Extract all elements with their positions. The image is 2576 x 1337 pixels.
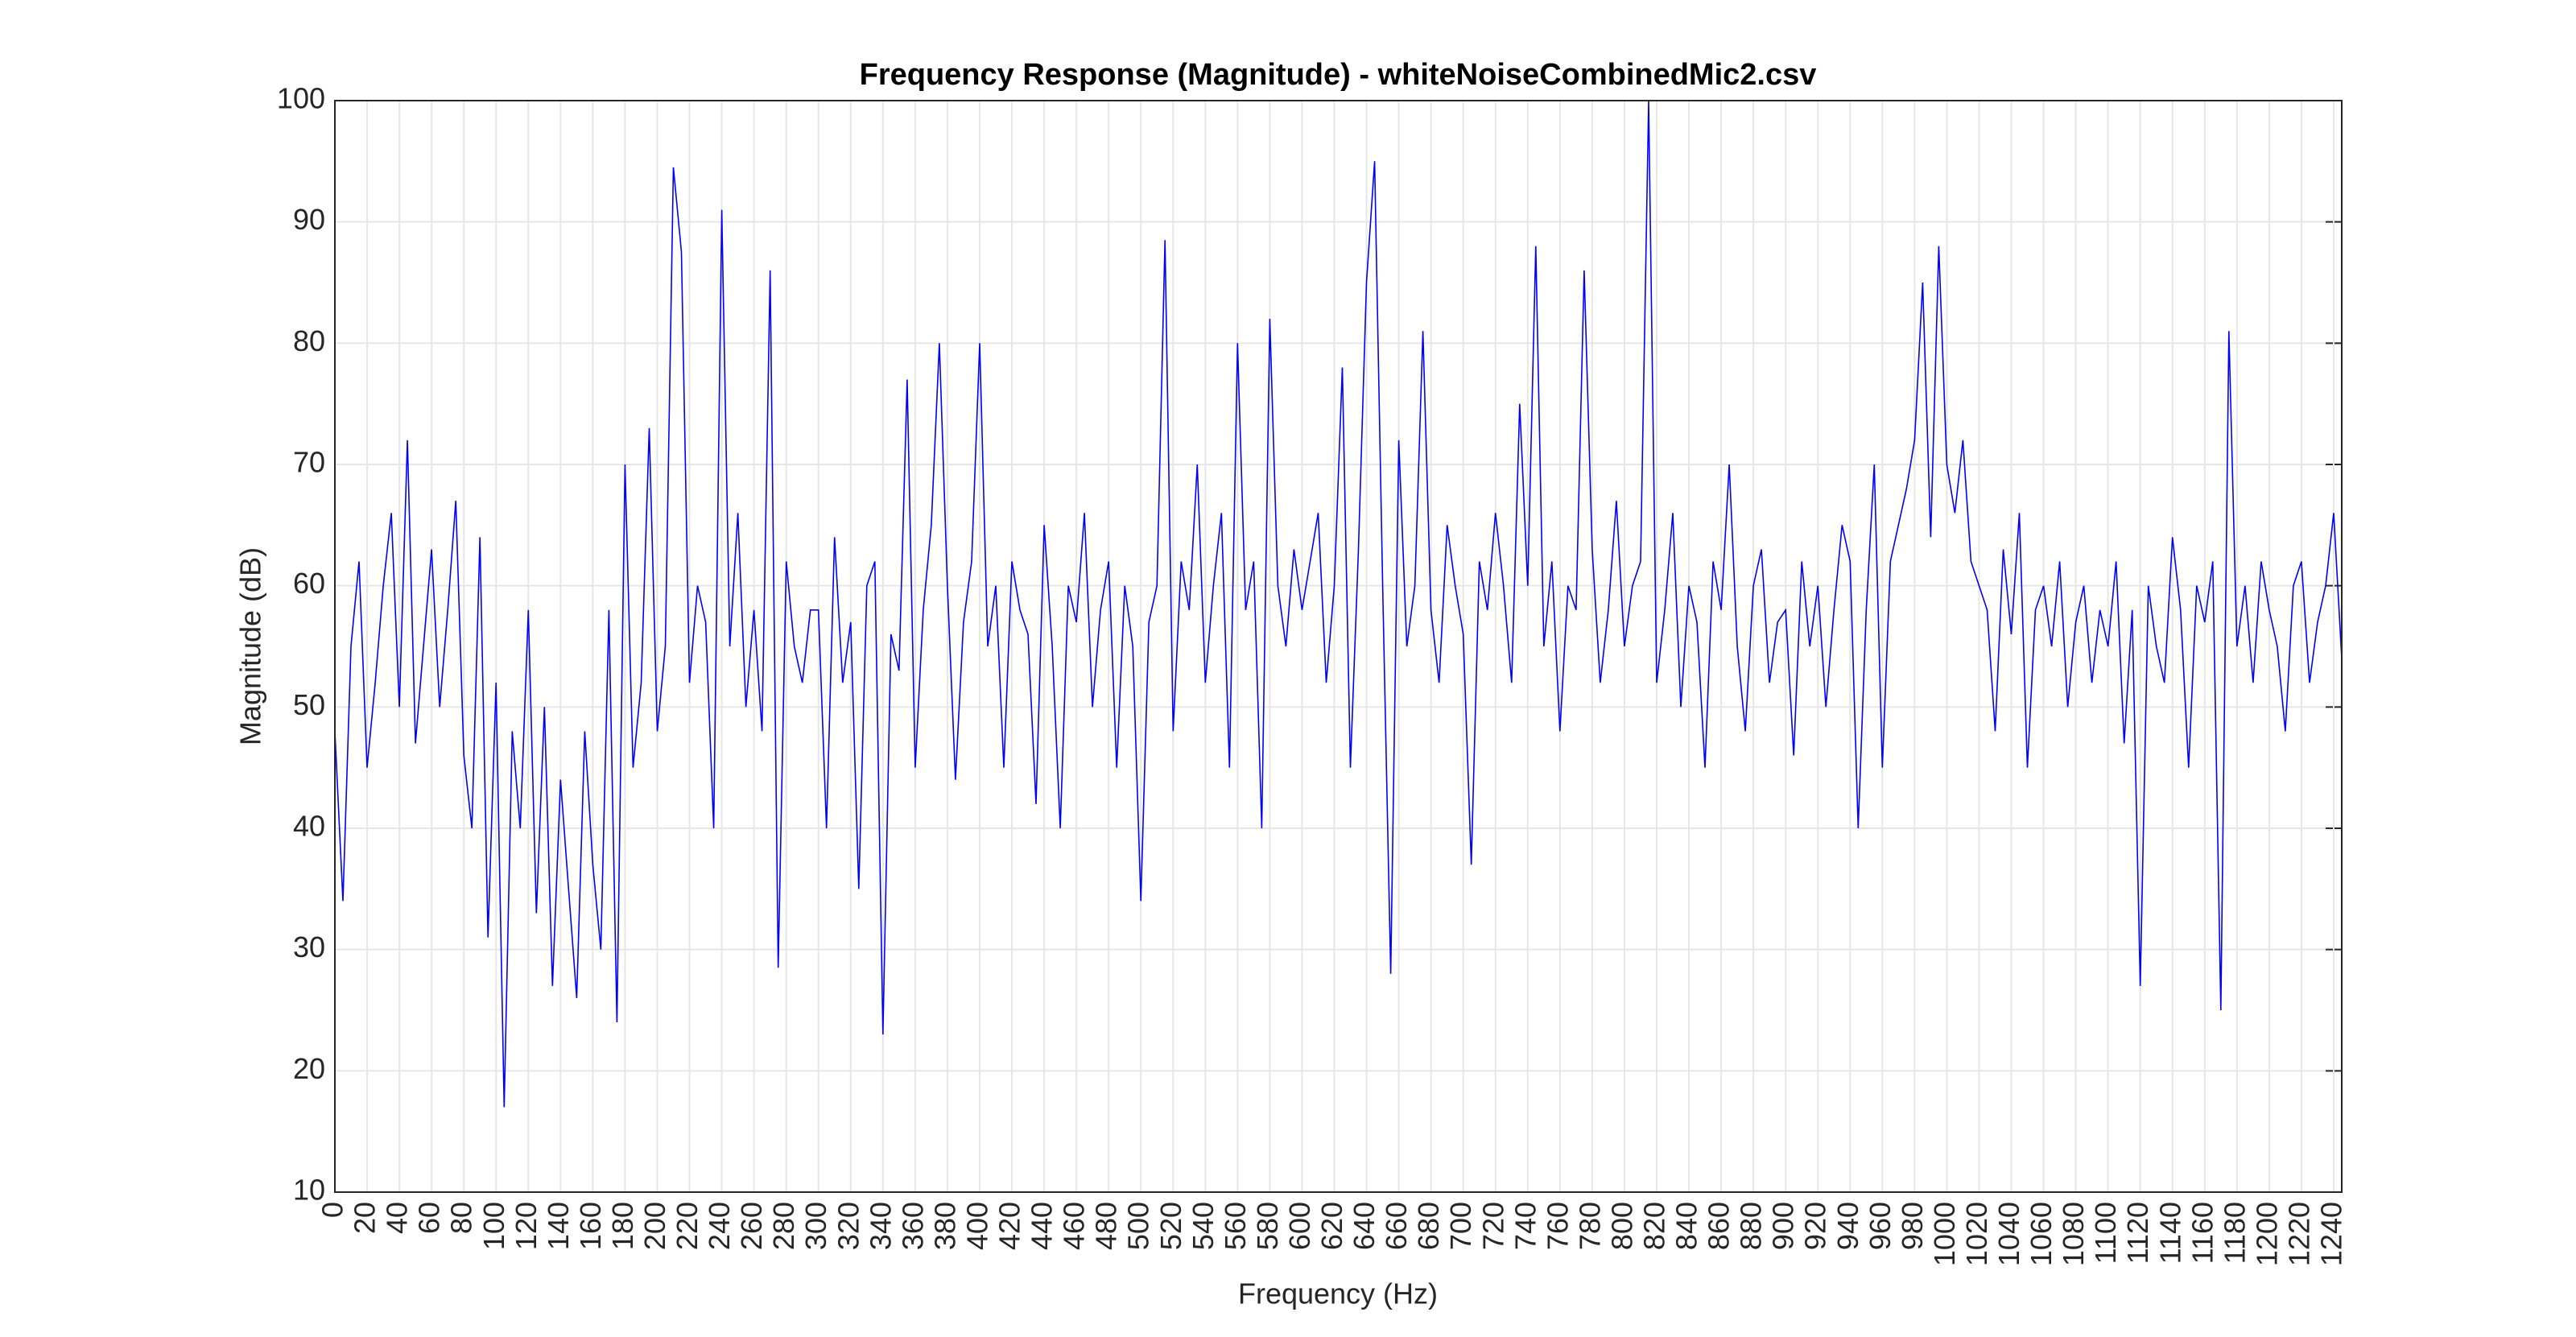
y-axis-label: Magnitude (dB) — [234, 547, 267, 745]
y-tick-label: 90 — [293, 203, 325, 236]
x-tick-label: 1220 — [2282, 1202, 2315, 1266]
x-tick-label: 100 — [477, 1202, 510, 1250]
x-tick-label: 320 — [832, 1202, 865, 1250]
x-tick-label: 440 — [1026, 1202, 1059, 1250]
x-tick-label: 1140 — [2153, 1202, 2186, 1264]
x-tick-label: 220 — [671, 1202, 704, 1250]
x-tick-label: 540 — [1187, 1202, 1220, 1250]
x-tick-label: 380 — [928, 1202, 961, 1250]
x-tick-label: 580 — [1251, 1202, 1284, 1250]
x-tick-label: 360 — [896, 1202, 929, 1250]
x-tick-label: 1240 — [2315, 1202, 2348, 1266]
x-tick-label: 80 — [445, 1202, 478, 1234]
x-tick-label: 660 — [1380, 1202, 1413, 1250]
x-tick-label: 880 — [1735, 1202, 1768, 1250]
x-tick-label: 840 — [1670, 1202, 1703, 1250]
y-tick-label: 50 — [293, 688, 325, 721]
data-line — [334, 100, 2343, 1108]
x-tick-label: 760 — [1541, 1202, 1574, 1250]
x-tick-label: 20 — [349, 1202, 382, 1234]
x-tick-label: 800 — [1605, 1202, 1638, 1250]
plot-area — [335, 101, 2342, 1192]
x-tick-label: 340 — [864, 1202, 897, 1250]
x-tick-label: 820 — [1637, 1202, 1670, 1250]
x-tick-label: 400 — [960, 1202, 993, 1250]
x-tick-label: 40 — [381, 1202, 414, 1234]
x-tick-label: 640 — [1348, 1202, 1381, 1250]
x-tick-label: 680 — [1412, 1202, 1445, 1250]
x-tick-label: 420 — [993, 1202, 1026, 1250]
x-tick-label: 1100 — [2089, 1202, 2122, 1264]
x-tick-label: 260 — [735, 1202, 768, 1250]
y-tick-label: 10 — [293, 1174, 325, 1207]
x-tick-label: 1200 — [2250, 1202, 2283, 1266]
x-tick-label: 700 — [1444, 1202, 1477, 1250]
x-tick-label: 960 — [1864, 1202, 1897, 1250]
x-tick-label: 620 — [1315, 1202, 1348, 1250]
x-tick-label: 780 — [1573, 1202, 1606, 1250]
x-tick-label: 60 — [413, 1202, 446, 1234]
x-axis-label: Frequency (Hz) — [1238, 1277, 1438, 1310]
x-tick-label: 1080 — [2057, 1202, 2090, 1266]
x-tick-label: 900 — [1767, 1202, 1800, 1250]
chart-title: Frequency Response (Magnitude) - whiteNo… — [860, 58, 1817, 92]
y-tick-label: 60 — [293, 567, 325, 600]
x-tick-label: 1180 — [2218, 1202, 2251, 1264]
y-tick-label: 20 — [293, 1052, 325, 1085]
axes-box — [334, 100, 2343, 1193]
x-tick-label: 120 — [510, 1202, 543, 1250]
x-tick-label: 740 — [1509, 1202, 1542, 1250]
x-tick-label: 980 — [1896, 1202, 1929, 1250]
x-tick-label: 560 — [1219, 1202, 1252, 1250]
x-tick-label: 0 — [316, 1202, 349, 1218]
x-tick-label: 140 — [542, 1202, 575, 1250]
x-tick-label: 1040 — [1992, 1202, 2025, 1266]
x-tick-label: 1160 — [2186, 1202, 2219, 1264]
y-tick-label: 100 — [277, 82, 325, 115]
y-tick-label: 70 — [293, 446, 325, 479]
x-tick-label: 940 — [1831, 1202, 1864, 1250]
x-tick-label: 240 — [703, 1202, 736, 1250]
x-tick-label: 1000 — [1928, 1202, 1961, 1266]
x-tick-label: 160 — [574, 1202, 607, 1250]
x-tick-label: 180 — [606, 1202, 639, 1250]
y-tick-label: 40 — [293, 810, 325, 843]
x-tick-label: 480 — [1090, 1202, 1123, 1250]
x-tick-label: 1020 — [1960, 1202, 1993, 1266]
x-tick-label: 500 — [1122, 1202, 1155, 1250]
x-tick-label: 920 — [1799, 1202, 1832, 1250]
x-tick-label: 1120 — [2121, 1202, 2154, 1264]
x-tick-label: 1060 — [2025, 1202, 2058, 1266]
x-tick-label: 200 — [638, 1202, 671, 1250]
y-tick-label: 30 — [293, 931, 325, 964]
x-tick-label: 720 — [1476, 1202, 1509, 1250]
x-tick-label: 460 — [1058, 1202, 1091, 1250]
y-tick-label: 80 — [293, 324, 325, 357]
x-tick-label: 600 — [1283, 1202, 1316, 1250]
x-tick-label: 280 — [767, 1202, 800, 1250]
x-tick-label: 520 — [1154, 1202, 1187, 1250]
x-tick-label: 860 — [1703, 1202, 1736, 1250]
x-tick-label: 300 — [799, 1202, 832, 1250]
